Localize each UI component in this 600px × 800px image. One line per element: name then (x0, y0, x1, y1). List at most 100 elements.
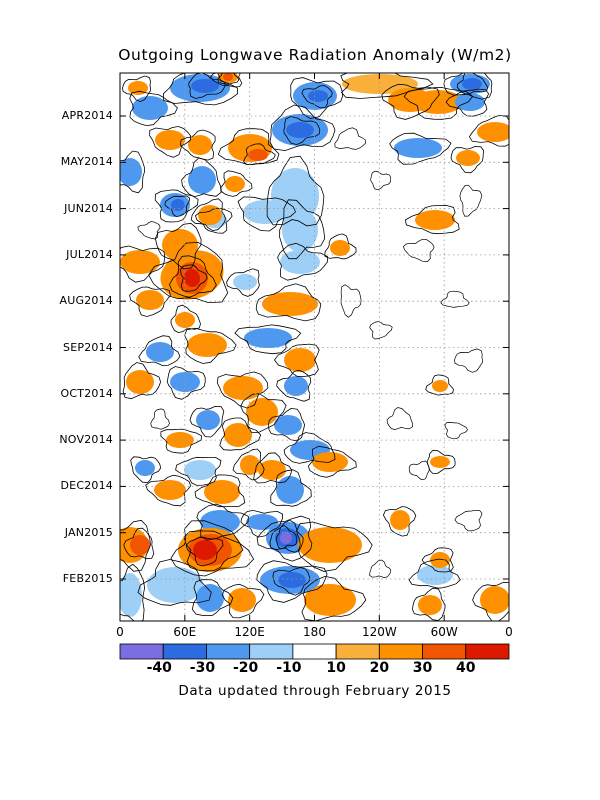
contour-line (234, 324, 302, 355)
x-tick-label: 120E (234, 625, 265, 639)
anomaly-patch (188, 135, 212, 155)
contour-line (408, 460, 430, 481)
anomaly-patch (120, 573, 142, 617)
contour-line (220, 170, 253, 197)
colorbar-swatch (292, 643, 337, 660)
contour-line (169, 255, 217, 298)
anomaly-patch (225, 176, 245, 192)
y-tick-label: NOV2014 (59, 433, 113, 447)
anomaly-patch (243, 200, 287, 224)
contour-line (154, 189, 199, 223)
anomaly-patch (223, 73, 233, 81)
anomaly-patch (298, 527, 362, 563)
anomaly-patch (233, 274, 257, 290)
anomaly-patch (244, 328, 292, 348)
anomaly-patch (154, 480, 186, 500)
contour-line (191, 579, 234, 617)
anomaly-patch (308, 90, 328, 102)
contour-line (411, 587, 446, 621)
contour-line (266, 155, 325, 227)
anomaly-patch (135, 460, 155, 476)
contour-line (237, 196, 296, 232)
anomaly-patch (223, 376, 263, 400)
x-tick-label: 60W (430, 625, 458, 639)
anomaly-patch (258, 460, 286, 480)
colorbar-label: -40 (146, 660, 172, 676)
contour-line (404, 204, 460, 235)
contour-line (425, 374, 454, 396)
contour-line (189, 405, 225, 438)
anomaly-patch (228, 588, 256, 612)
colorbar-swatch (206, 643, 251, 660)
colorbar-swatch (465, 643, 510, 660)
colorbar-swatch (335, 643, 380, 660)
anomaly-patch (432, 380, 448, 392)
y-tick-label: FEB2015 (62, 572, 113, 585)
update-note: Data updated through February 2015 (178, 683, 452, 699)
contour-line (129, 286, 171, 317)
contour-line (454, 348, 483, 373)
contour-line (295, 521, 373, 572)
anomaly-patch (286, 122, 314, 138)
contour-line (120, 245, 166, 283)
contour-line (190, 198, 226, 232)
contour-line (210, 73, 243, 88)
anomaly-patch (184, 460, 216, 480)
anomaly-patch (155, 130, 185, 150)
contour-line (270, 469, 312, 507)
anomaly-patch (430, 552, 450, 568)
contour-line (283, 432, 336, 464)
anomaly-patch (413, 90, 463, 114)
contour-line (340, 73, 434, 99)
anomaly-patch (193, 540, 217, 560)
contour-line (276, 369, 312, 402)
y-tick-label: APR2014 (61, 109, 113, 122)
contour-line (389, 132, 452, 165)
y-tick-label: JUL2014 (66, 247, 113, 261)
contour-line (301, 575, 367, 621)
contour-line (240, 509, 284, 538)
colorbar-label: -30 (189, 660, 216, 676)
contour-line (240, 393, 287, 433)
anomaly-patch (262, 292, 318, 316)
contour-line (290, 77, 344, 120)
contour-line (334, 127, 366, 150)
anomaly-patch (390, 510, 410, 530)
contour-line (276, 525, 298, 550)
chart-title: Outgoing Longwave Radiation Anomaly (W/m… (118, 46, 512, 64)
anomaly-patch (417, 565, 453, 585)
anomaly-patch (120, 158, 142, 186)
y-tick-label: JUN2014 (64, 201, 113, 215)
contour-line (450, 146, 485, 174)
contour-line (137, 559, 212, 606)
x-tick-label: 60E (173, 625, 197, 639)
contour-line (148, 241, 229, 304)
anomaly-patch (183, 269, 201, 287)
contour-line (145, 474, 192, 507)
anomaly-patch (278, 572, 306, 588)
y-tick-label: SEP2014 (63, 340, 113, 354)
anomaly-patch (284, 348, 316, 372)
contour-line (130, 456, 162, 484)
anomaly-patch (196, 410, 220, 430)
contour-line (137, 221, 161, 240)
contour-line (269, 104, 336, 152)
contour-line (301, 85, 333, 109)
contour-line (194, 207, 233, 234)
contour-line (472, 581, 509, 621)
colorbar-label: 30 (412, 660, 433, 676)
contour-line (162, 73, 238, 106)
contour-line (221, 583, 265, 619)
contour-line (185, 536, 224, 567)
y-tick-label: OCT2014 (60, 386, 113, 400)
contour-line (324, 233, 357, 260)
anomaly-patch (280, 532, 292, 544)
contour-line (183, 530, 244, 572)
contour-line (122, 75, 151, 103)
anomaly-patch (280, 250, 320, 274)
x-tick-label: 0 (505, 625, 513, 639)
contour-line (216, 371, 269, 409)
contour-line (369, 321, 393, 340)
contour-line (166, 366, 206, 400)
